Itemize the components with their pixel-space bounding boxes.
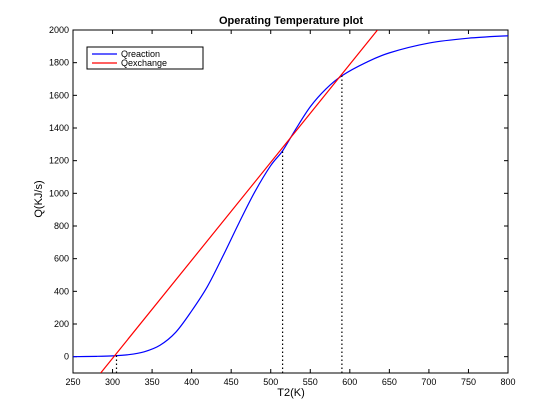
- y-tick-label: 0: [64, 352, 69, 362]
- legend-label-qreaction: Qreaction: [121, 49, 160, 59]
- x-tick-label: 800: [500, 377, 515, 387]
- series-line-qreaction: [73, 35, 508, 358]
- x-tick-label: 600: [342, 377, 357, 387]
- y-tick-label: 1600: [49, 90, 69, 100]
- chart-title: Operating Temperature plot: [219, 15, 363, 27]
- axes-box: [72, 29, 509, 374]
- x-tick-label: 400: [184, 377, 199, 387]
- y-tick-label: 200: [54, 319, 69, 329]
- x-tick-label: 500: [263, 377, 278, 387]
- y-tick-label: 1200: [49, 156, 69, 166]
- plot-area: 250 300 350 400 450 500 550 600 650 700 750 800 0 200…: [49, 25, 516, 387]
- x-tick-label: 250: [65, 377, 80, 387]
- y-tick-label: 1800: [49, 58, 69, 68]
- x-tick-label: 650: [382, 377, 397, 387]
- y-tick-label: 400: [54, 286, 69, 296]
- x-tick-label: 350: [145, 377, 160, 387]
- x-tick-label: 450: [224, 377, 239, 387]
- y-tick-label: 600: [54, 254, 69, 264]
- y-tick-label: 1400: [49, 123, 69, 133]
- y-tick-label: 1000: [49, 188, 69, 198]
- y-axis-label: Q(KJ/s): [33, 180, 45, 217]
- series-group: [73, 30, 508, 373]
- x-axis-label: T2(K): [277, 387, 305, 399]
- x-tick-label: 550: [303, 377, 318, 387]
- y-tick-label: 800: [54, 221, 69, 231]
- x-tick-label: 750: [461, 377, 476, 387]
- y-tick-label: 2000: [49, 25, 69, 35]
- legend-label-qexchange: Qexchange: [121, 58, 167, 68]
- x-tick-label: 700: [421, 377, 436, 387]
- series-line-qexchange: [100, 30, 378, 373]
- x-tick-label: 300: [105, 377, 120, 387]
